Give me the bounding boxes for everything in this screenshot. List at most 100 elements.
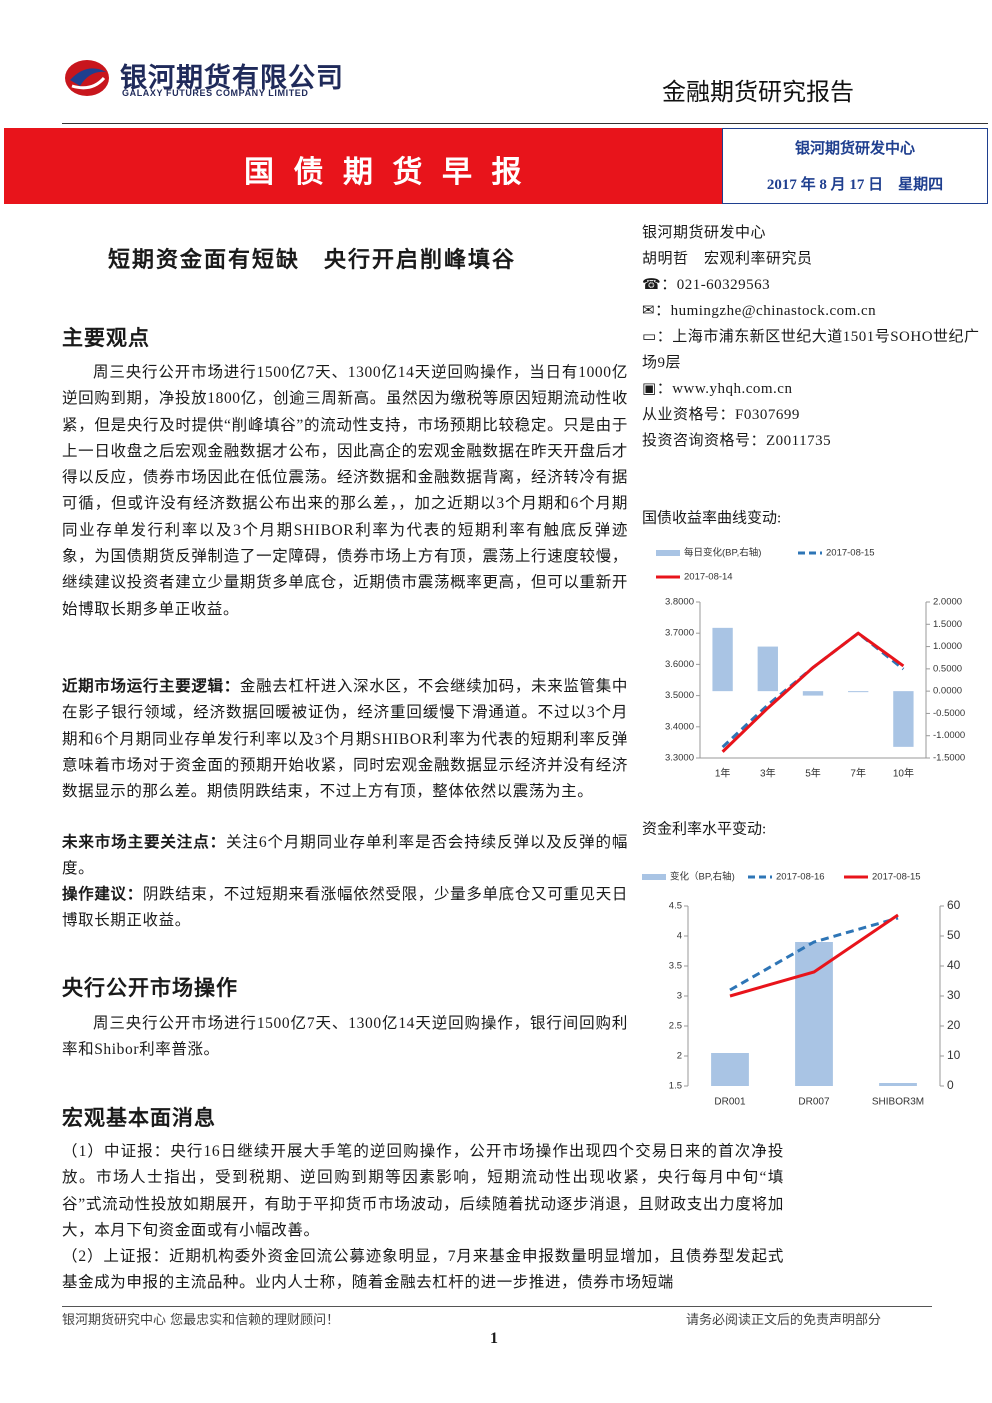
y2-tick-label: 60 [947,898,961,912]
banner-box: 银河期货研发中心 2017 年 8 月 17 日 星期四 [722,128,988,204]
chart: 资金利率水平变动: 1.5 2 2.5 3 3.5 4 4.5 0 10 20 30 40 50 60 DR0… [642,820,961,1108]
point-label: 近期市场运行主要逻辑： [62,678,240,695]
paragraph: （2）上证报：近期机构委外资金回流公募迹象明显，7月来基金申报数量明显增加，且债… [62,1248,784,1292]
address: ：上海市浦东新区世纪大道1501号SOHO世纪广场9层 [642,329,980,371]
legend-label: 2017-08-16 [776,872,825,883]
banner-title: 国 债 期 货 早 报 [244,156,528,189]
center-name: 银河期货研发中心 [794,141,915,157]
phone: ：021-60329563 [661,277,771,293]
section-heading: 央行公开市场操作 [62,976,238,1000]
x-tick-label: 3年 [760,767,776,780]
y-tick-label: 3.5 [669,961,682,972]
sidebar-web: ▣：www.yhqh.com.cn [642,376,792,402]
section-heading: 宏观基本面消息 [62,1106,216,1130]
y2-tick-label: 50 [947,928,961,942]
logo-icon [65,60,109,96]
legend-label: 2017-08-15 [826,548,875,559]
footer-right: 请务必阅读正文后的免责声明部分 [686,1313,882,1328]
line-series [721,631,905,749]
banner: 国 债 期 货 早 报 [4,128,722,204]
sidebar-consult: 投资咨询资格号：Z0011735 [642,433,832,449]
company-name: 银河期货有限公司 [120,63,344,94]
bar [879,1083,917,1086]
sidebar-author: 胡明哲 宏观利率研究员 [642,251,813,267]
x-tick-label: 5年 [805,767,821,780]
y2-tick-label: 1.5000 [933,619,962,630]
email: ：humingzhe@chinastock.com.cn [655,303,877,319]
icon: ✉ [642,303,656,319]
y-tick-label: 3.4000 [665,721,694,732]
icon: ▣ [642,381,657,397]
y2-tick-label: -1.0000 [933,730,965,741]
x-tick-label: 1年 [715,767,731,780]
paragraph: （1）中证报：央行16日继续开展大手笔的逆回购操作，公开市场操作出现四个交易日来… [62,1143,784,1239]
header-rule [62,123,988,124]
section-heading: 主要观点 [62,326,150,350]
chart-title: 资金利率水平变动: [642,820,766,837]
y-tick-label: 1.5 [669,1081,682,1092]
legend-swatch [656,550,680,556]
bar [711,1053,749,1086]
y-tick-label: 2 [677,1051,682,1062]
report-title: 短期资金面有短缺 央行开启削峰填谷 [108,247,517,272]
y-tick-label: 3.3000 [665,753,694,764]
x-tick-label: DR001 [714,1097,746,1108]
y2-tick-label: -0.5000 [933,708,965,719]
y-tick-label: 3.7000 [665,628,694,639]
report-date: 2017 年 8 月 17 日 星期四 [766,177,944,193]
y-tick-label: 4 [677,931,682,942]
y2-tick-label: 20 [947,1018,961,1032]
icon: ☎ [642,277,662,293]
bar [802,691,824,696]
x-tick-label: 7年 [850,767,866,780]
x-tick-label: 10年 [893,767,914,780]
point-text: 金融去杠杆进入深水区，不会继续加码，未来监管集中在影子银行领域，经济数据回暖被证… [62,678,628,801]
bar [757,646,778,692]
sidebar-license: 从业资格号：F0307699 [642,407,800,423]
paragraph: 操作建议：阴跌结束，不过短期来看涨幅依然受限，少量多单底仓又可重见天日博取长期正… [62,882,628,935]
line-series [721,631,905,753]
bar [848,691,869,693]
bar [795,942,833,1086]
icon: ▭ [642,329,657,345]
point-label: 未来市场主要关注点： [62,834,227,851]
point-text: 关注6个月期同业存单利率是否会持续反弹以及反弹的幅度。 [62,834,628,878]
paragraph: 周三央行公开市场进行1500亿7天、1300亿14天逆回购操作，当日有1000亿… [62,364,628,618]
legend-label: 2017-08-15 [872,872,921,883]
y2-tick-label: 0.0000 [933,686,962,697]
line-series [729,916,899,992]
legend-label: 变化（BP,右轴) [670,871,735,883]
y2-tick-label: 0 [947,1078,954,1092]
legend-label: 每日变化(BP,右轴) [684,547,761,559]
point-text: 阴跌结束，不过短期来看涨幅依然受限，少量多单底仓又可重见天日博取长期正收益。 [62,886,628,930]
report-type: 金融期货研究报告 [662,78,854,106]
bar [893,691,914,747]
y-tick-label: 3 [677,991,682,1002]
legend-label: 2017-08-14 [684,572,733,583]
y-tick-label: 2.5 [669,1021,682,1032]
company-name-en: GALAXY FUTURES COMPANY LIMITED [122,88,309,98]
x-tick-label: DR007 [798,1097,830,1108]
legend-swatch [642,874,666,880]
chart: 国债收益率曲线变动: 3.3000 3.4000 3.5000 3.6000 3.7000… [642,509,965,780]
y2-tick-label: 1.0000 [933,641,962,652]
paragraph: 周三央行公开市场进行1500亿7天、1300亿14天逆回购操作，银行间回购利率和… [62,1015,628,1059]
point-label: 操作建议： [62,886,143,903]
sidebar-phone: ☎：021-60329563 [642,272,770,298]
footer-left: 银河期货研究中心 您最忠实和信赖的理财顾问！ [62,1313,340,1328]
y2-tick-label: -1.5000 [933,753,965,764]
footer-rule [62,1306,932,1307]
y2-tick-label: 30 [947,988,961,1002]
sidebar-email: ✉：humingzhe@chinastock.com.cn [642,298,876,324]
paragraph: 未来市场主要关注点：关注6个月期同业存单利率是否会持续反弹以及反弹的幅度。 [62,830,628,883]
web: ：www.yhqh.com.cn [656,381,793,397]
paragraph: 近期市场运行主要逻辑：金融去杠杆进入深水区，不会继续加码，未来监管集中在影子银行… [62,674,628,805]
y-tick-label: 3.6000 [665,659,694,670]
bar [712,627,733,692]
y-tick-label: 3.8000 [665,597,694,608]
line-series [729,913,899,998]
y2-tick-label: 0.5000 [933,663,962,674]
chart-title: 国债收益率曲线变动: [642,509,781,526]
y2-tick-label: 10 [947,1048,961,1062]
